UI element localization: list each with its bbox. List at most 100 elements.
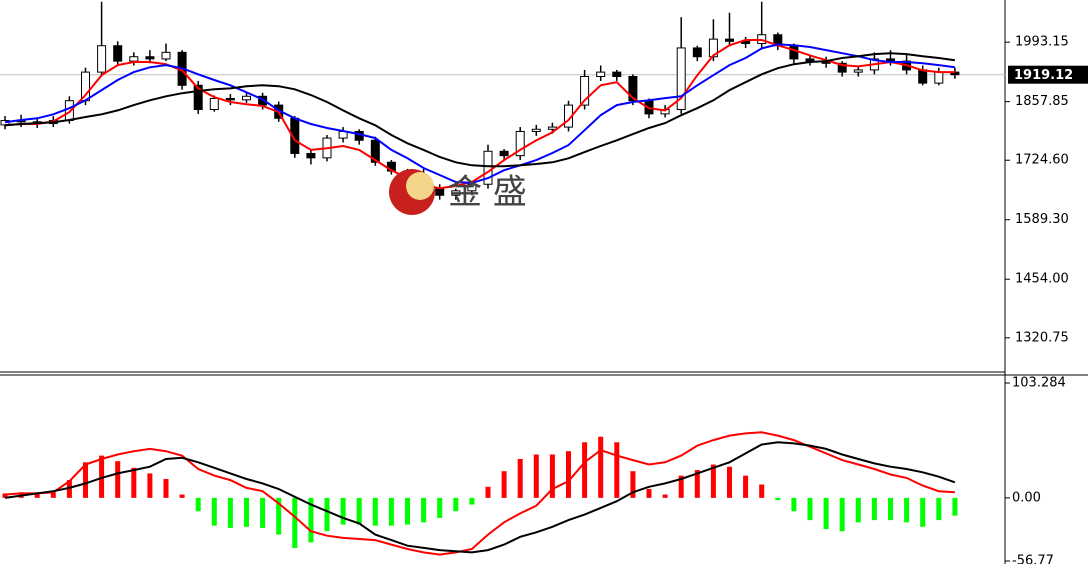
histogram-bar [437, 497, 443, 518]
candle-body [467, 183, 477, 192]
histogram-bar [421, 497, 427, 523]
candle-body [515, 130, 525, 157]
histogram-bar [727, 466, 732, 498]
histogram-bar [227, 497, 233, 528]
candle-body [676, 47, 686, 110]
histogram-bar [614, 442, 620, 498]
last-price-box [1008, 65, 1088, 84]
histogram-bar [115, 461, 121, 498]
candle-body [145, 56, 155, 60]
histogram-bar [244, 497, 249, 527]
histogram-bar [694, 470, 700, 498]
histogram-bar [260, 497, 266, 528]
histogram-bar [759, 484, 765, 498]
y-tick-label: 0.00 [1012, 490, 1041, 505]
y-tick-label: 1993.15 [1015, 35, 1069, 50]
candle-body [547, 126, 557, 130]
candle-body [435, 188, 445, 196]
candle-body [789, 45, 799, 60]
histogram-bar [131, 467, 137, 498]
histogram-bar [904, 497, 910, 523]
candle-body [596, 71, 606, 78]
y-tick-label: 1454.00 [1015, 272, 1069, 287]
histogram-bar [791, 497, 797, 512]
candle-body [97, 45, 107, 73]
candle-body [209, 97, 219, 110]
histogram-bar [662, 494, 668, 498]
y-tick-label: 1589.30 [1015, 212, 1069, 227]
histogram-bar [405, 497, 410, 525]
candle-body [934, 71, 944, 84]
histogram-bar [630, 471, 636, 498]
histogram-bar [99, 455, 105, 498]
candle-body [451, 190, 461, 196]
histogram-bar [549, 454, 555, 498]
histogram-bar [646, 488, 652, 498]
histogram-bar [308, 497, 314, 543]
histogram-bar [211, 497, 217, 526]
ma-line [4, 431, 955, 556]
histogram-bar [952, 497, 958, 516]
candle-body [580, 76, 590, 106]
histogram-bar [582, 442, 588, 498]
candle-body [628, 76, 638, 102]
histogram-bar [871, 497, 877, 521]
candle-body [161, 51, 171, 60]
candle-body [853, 69, 863, 73]
histogram-bar [566, 451, 571, 498]
histogram-bar [855, 497, 861, 523]
candle-body [242, 95, 251, 101]
y-tick-label: 103.284 [1012, 376, 1066, 391]
candle-body [193, 84, 203, 110]
histogram-bar [372, 497, 378, 526]
candle-body [531, 128, 541, 132]
ma-line [4, 52, 956, 168]
candle-body [370, 139, 380, 163]
candle-body [918, 69, 928, 84]
y-tick-label: -56.77 [1012, 554, 1054, 564]
y-tick-label: 1857.85 [1015, 94, 1069, 109]
histogram-bar [179, 494, 185, 498]
histogram-bar [34, 493, 40, 498]
histogram-bar [163, 478, 169, 498]
last-price-label: 1919.12 [1014, 68, 1073, 83]
watermark: 金 盛 [389, 169, 527, 215]
histogram-bar [340, 497, 346, 525]
histogram-bar [839, 497, 845, 532]
histogram-bar [469, 497, 475, 505]
ma-line [4, 441, 956, 554]
candle-body [725, 38, 734, 42]
candle-body [612, 71, 622, 78]
logo-inner [406, 172, 434, 200]
histogram-bar [147, 473, 153, 498]
candle-body [306, 152, 316, 159]
histogram-bar [453, 497, 459, 512]
histogram-bar [710, 464, 716, 498]
candle-body [129, 56, 139, 62]
histogram-bar [276, 497, 282, 535]
histogram-bar [823, 497, 829, 530]
histogram-bar [888, 497, 893, 521]
histogram-bar [83, 462, 88, 498]
histogram-bar [388, 497, 394, 526]
histogram-bar [501, 471, 507, 498]
candle-body [499, 150, 509, 157]
histogram-bar [517, 458, 523, 498]
histogram-bar [533, 454, 539, 498]
candle-body [805, 58, 815, 62]
candle-body [64, 100, 74, 121]
histogram-bar [775, 497, 781, 501]
histogram-bar [598, 436, 604, 498]
histogram-bar [807, 497, 813, 521]
candle-body [113, 45, 123, 62]
histogram-bar [50, 492, 56, 498]
histogram-bar [2, 493, 8, 498]
histogram-bar [324, 497, 330, 532]
candle-body [837, 62, 847, 73]
histogram-bar [485, 486, 491, 498]
candle-body [225, 97, 235, 101]
candle-body [741, 40, 751, 45]
